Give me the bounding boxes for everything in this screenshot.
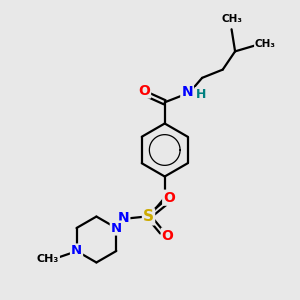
Text: N: N: [71, 244, 82, 257]
Text: N: N: [181, 85, 193, 99]
Text: CH₃: CH₃: [221, 14, 242, 24]
Text: O: O: [162, 229, 174, 243]
Text: S: S: [143, 209, 154, 224]
Text: O: O: [163, 191, 175, 205]
Text: CH₃: CH₃: [255, 39, 276, 49]
Text: CH₃: CH₃: [37, 254, 59, 264]
Text: N: N: [118, 211, 129, 225]
Text: N: N: [111, 221, 122, 235]
Text: H: H: [196, 88, 206, 101]
Text: O: O: [138, 83, 150, 98]
